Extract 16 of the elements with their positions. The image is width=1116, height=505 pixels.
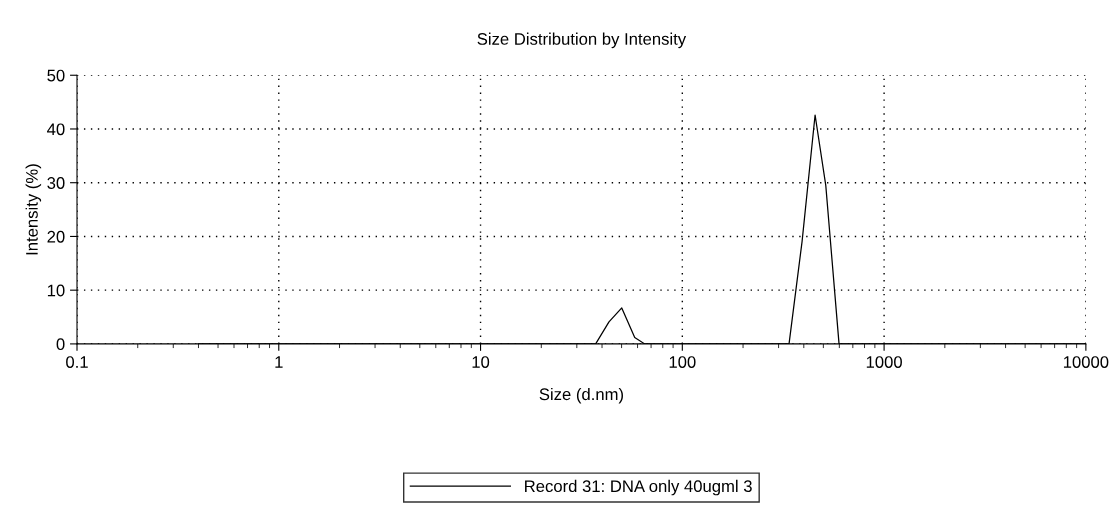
x-tick-label: 1000 — [866, 356, 902, 368]
x-tick-label: 10 — [472, 356, 490, 368]
y-tick-label: 40 — [47, 123, 65, 136]
y-tick-label: 50 — [47, 69, 65, 82]
chart-title: Size Distribution by Intensity — [477, 32, 687, 49]
x-axis-title: Size (d.nm) — [539, 387, 624, 404]
x-tick-label: 0.1 — [66, 356, 88, 368]
y-axis-title: Intensity (%) — [25, 164, 42, 255]
y-tick-label: 20 — [47, 230, 65, 243]
y-tick-label: 30 — [47, 177, 65, 189]
text: Record 31: DNA only 40ugml 3 — [525, 479, 752, 496]
y-tick-label: 10 — [47, 284, 65, 297]
x-tick-label: 10000 — [1063, 356, 1109, 368]
x-tick-label: 1 — [275, 356, 283, 368]
y-tick-label: 0 — [56, 338, 65, 351]
x-tick-label: 100 — [669, 356, 696, 368]
